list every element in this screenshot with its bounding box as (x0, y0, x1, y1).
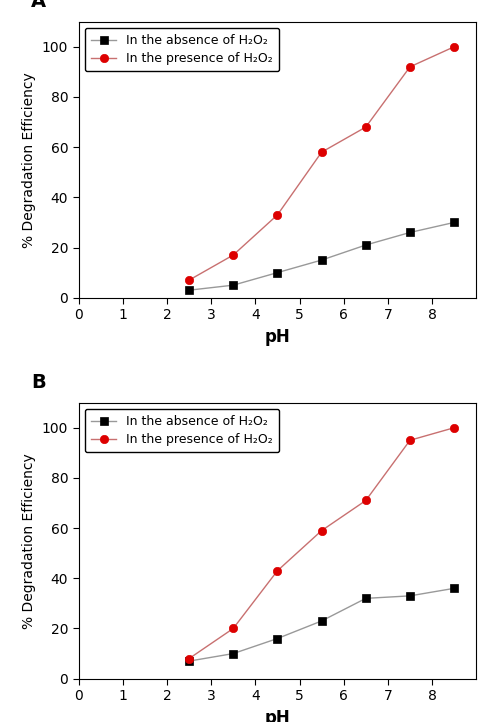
In the absence of H₂O₂ (319, 256, 325, 264)
X-axis label: pH: pH (265, 328, 290, 346)
Line: In the absence of H₂O₂: In the absence of H₂O₂ (185, 218, 458, 295)
In the absence of H₂O₂ (363, 594, 369, 603)
In the presence of H₂O₂ (363, 123, 369, 131)
In the presence of H₂O₂ (319, 148, 325, 157)
In the presence of H₂O₂ (186, 276, 192, 284)
In the absence of H₂O₂ (274, 269, 280, 277)
In the presence of H₂O₂ (186, 654, 192, 663)
In the absence of H₂O₂ (230, 281, 236, 290)
In the presence of H₂O₂ (407, 436, 413, 445)
Line: In the absence of H₂O₂: In the absence of H₂O₂ (185, 584, 458, 665)
In the absence of H₂O₂ (451, 218, 457, 227)
In the presence of H₂O₂ (407, 63, 413, 71)
In the absence of H₂O₂ (186, 657, 192, 666)
In the absence of H₂O₂ (186, 286, 192, 295)
In the absence of H₂O₂ (274, 634, 280, 643)
In the absence of H₂O₂ (363, 240, 369, 249)
In the absence of H₂O₂ (407, 591, 413, 600)
X-axis label: pH: pH (265, 709, 290, 722)
In the presence of H₂O₂ (451, 423, 457, 432)
In the presence of H₂O₂ (274, 567, 280, 575)
In the presence of H₂O₂ (230, 624, 236, 632)
In the presence of H₂O₂ (274, 211, 280, 219)
In the absence of H₂O₂ (451, 584, 457, 593)
In the absence of H₂O₂ (407, 228, 413, 237)
Y-axis label: % Degradation Efficiency: % Degradation Efficiency (22, 453, 36, 629)
In the presence of H₂O₂ (363, 496, 369, 505)
In the absence of H₂O₂ (230, 649, 236, 658)
Text: B: B (31, 373, 46, 391)
Text: A: A (31, 0, 46, 11)
In the absence of H₂O₂ (319, 617, 325, 625)
In the presence of H₂O₂ (319, 526, 325, 535)
Line: In the presence of H₂O₂: In the presence of H₂O₂ (185, 424, 458, 663)
In the presence of H₂O₂ (451, 43, 457, 51)
Legend: In the absence of H₂O₂, In the presence of H₂O₂: In the absence of H₂O₂, In the presence … (85, 409, 279, 453)
Line: In the presence of H₂O₂: In the presence of H₂O₂ (185, 43, 458, 284)
In the presence of H₂O₂ (230, 251, 236, 259)
Y-axis label: % Degradation Efficiency: % Degradation Efficiency (22, 71, 36, 248)
Legend: In the absence of H₂O₂, In the presence of H₂O₂: In the absence of H₂O₂, In the presence … (85, 28, 279, 71)
